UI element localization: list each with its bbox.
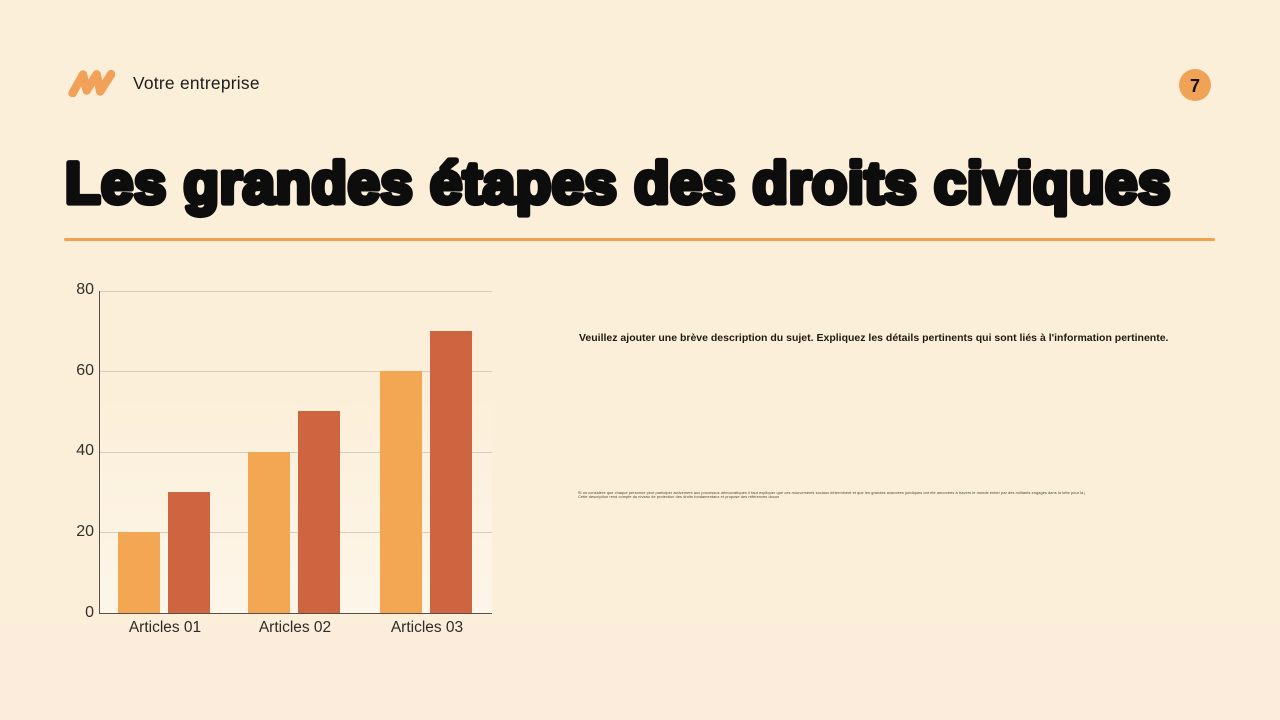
svg-text:Les grandes étapes des droits: Les grandes étapes des droits civiques [65,151,1171,216]
